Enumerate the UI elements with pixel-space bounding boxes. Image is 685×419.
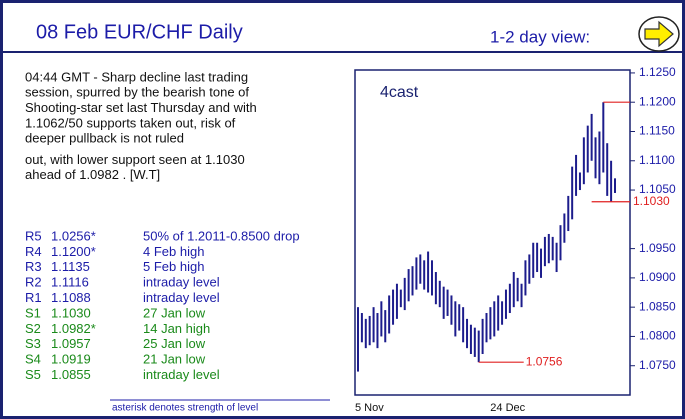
level-name: S1 bbox=[25, 305, 41, 320]
commentary-line: session, spurred by the bearish tone of bbox=[25, 85, 249, 100]
level-name: S3 bbox=[25, 336, 41, 351]
y-tick-label: 1.0950 bbox=[639, 241, 676, 255]
level-note: 50% of 1.2011-0.8500 drop bbox=[143, 228, 300, 243]
levels-table: R5 1.0256* 50% of 1.2011-0.8500 drop R4 1.12… bbox=[25, 228, 300, 382]
commentary-line: out, with lower support seen at 1.1030 bbox=[25, 152, 245, 167]
level-name: R1 bbox=[25, 290, 42, 305]
x-tick-label: 5 Nov bbox=[355, 402, 384, 414]
level-name: R5 bbox=[25, 228, 42, 243]
arrow-icon[interactable] bbox=[644, 20, 674, 48]
commentary-line: ahead of 1.0982 . [W.T] bbox=[25, 167, 160, 182]
level-note: intraday level bbox=[143, 290, 220, 305]
y-tick-label: 1.1200 bbox=[639, 94, 676, 108]
level-value: 1.1030 bbox=[51, 305, 91, 320]
x-tick-label: 24 Dec bbox=[490, 402, 525, 414]
y-tick-label: 1.1050 bbox=[639, 182, 676, 196]
level-value: 1.0855 bbox=[51, 367, 91, 382]
commentary-line: 04:44 GMT - Sharp decline last trading bbox=[25, 69, 248, 84]
level-note: intraday level bbox=[143, 367, 220, 382]
y-tick-label: 1.1250 bbox=[639, 65, 676, 79]
level-note: 25 Jan low bbox=[143, 336, 206, 351]
commentary: 04:44 GMT - Sharp decline last tradingse… bbox=[25, 69, 257, 182]
y-tick-label: 1.0850 bbox=[639, 299, 676, 313]
footnote: asterisk denotes strength of level bbox=[112, 403, 258, 414]
level-value: 1.0256* bbox=[51, 228, 96, 243]
next-button[interactable] bbox=[638, 16, 680, 52]
level-note: 14 Jan high bbox=[143, 321, 210, 336]
level-label: 1.0756 bbox=[526, 354, 563, 368]
level-value: 1.1135 bbox=[51, 259, 90, 274]
level-value: 1.0982* bbox=[51, 321, 96, 336]
level-note: 21 Jan low bbox=[143, 352, 206, 367]
y-tick-label: 1.0800 bbox=[639, 329, 676, 343]
level-note: intraday level bbox=[143, 275, 220, 290]
level-name: R4 bbox=[25, 244, 42, 259]
level-value: 1.1116 bbox=[51, 275, 89, 290]
level-value: 1.1088 bbox=[51, 290, 91, 305]
page-title: 08 Feb EUR/CHF Daily bbox=[36, 21, 243, 43]
commentary-line: deeper pullback is not ruled bbox=[25, 131, 184, 146]
chart: 1.1250 1.1200 1.1150 1.1100 1.1050 1.0950 1.09… bbox=[355, 65, 676, 414]
level-name: S5 bbox=[25, 367, 41, 382]
level-label: 1.1030 bbox=[633, 194, 670, 208]
view-label: 1-2 day view: bbox=[490, 27, 590, 46]
y-tick-label: 1.0900 bbox=[639, 270, 676, 284]
level-name: S4 bbox=[25, 352, 41, 367]
level-value: 1.0957 bbox=[51, 336, 91, 351]
chart-title: 4cast bbox=[380, 84, 419, 101]
level-value: 1.0919 bbox=[51, 352, 91, 367]
level-name: S2 bbox=[25, 321, 41, 336]
commentary-line: Shooting-star set last Thursday and with bbox=[25, 100, 257, 115]
y-tick-label: 1.1150 bbox=[639, 124, 675, 138]
plot-frame bbox=[354, 69, 631, 396]
y-tick-label: 1.0750 bbox=[639, 358, 676, 372]
level-note: 4 Feb high bbox=[143, 244, 204, 259]
level-value: 1.1200* bbox=[51, 244, 96, 259]
y-tick-label: 1.1100 bbox=[639, 153, 675, 167]
level-name: R3 bbox=[25, 259, 42, 274]
level-note: 27 Jan low bbox=[143, 305, 206, 320]
commentary-line: 1.1062/50 supports taken out, risk of bbox=[25, 115, 236, 130]
level-name: R2 bbox=[25, 275, 42, 290]
level-note: 5 Feb high bbox=[143, 259, 204, 274]
